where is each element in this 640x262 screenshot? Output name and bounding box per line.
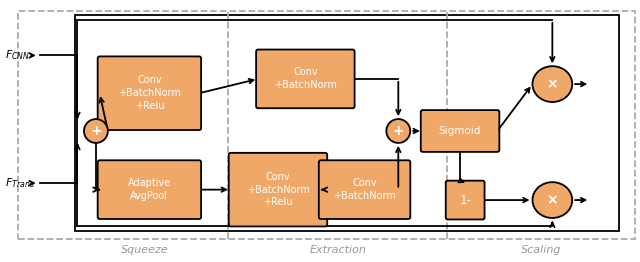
FancyBboxPatch shape [228, 153, 327, 226]
Text: +: + [392, 124, 404, 138]
Text: Extraction: Extraction [309, 245, 366, 255]
Text: Conv
+BatchNorm
+Relu: Conv +BatchNorm +Relu [118, 75, 181, 111]
FancyBboxPatch shape [319, 160, 410, 219]
Text: Adaptive
AvgPool: Adaptive AvgPool [128, 178, 171, 201]
FancyBboxPatch shape [98, 56, 201, 130]
Text: ×: × [547, 193, 558, 207]
FancyBboxPatch shape [445, 181, 484, 220]
Text: $F_{CNN}$: $F_{CNN}$ [5, 48, 30, 62]
Text: ×: × [547, 77, 558, 91]
Ellipse shape [532, 66, 572, 102]
Text: Scaling: Scaling [522, 245, 562, 255]
Circle shape [84, 119, 108, 143]
Text: +: + [90, 124, 102, 138]
Text: Conv
+BatchNorm: Conv +BatchNorm [333, 178, 396, 201]
Circle shape [387, 119, 410, 143]
FancyBboxPatch shape [98, 160, 201, 219]
Text: Squeeze: Squeeze [121, 245, 169, 255]
Text: $F_{Trans}$: $F_{Trans}$ [5, 176, 35, 190]
FancyBboxPatch shape [256, 50, 355, 108]
Text: Conv
+BatchNorm
+Relu: Conv +BatchNorm +Relu [246, 172, 309, 208]
FancyBboxPatch shape [420, 110, 499, 152]
Text: Conv
+BatchNorm: Conv +BatchNorm [274, 68, 337, 90]
Ellipse shape [532, 182, 572, 218]
Text: Sigmoid: Sigmoid [439, 126, 481, 136]
Text: 1-: 1- [460, 194, 471, 206]
